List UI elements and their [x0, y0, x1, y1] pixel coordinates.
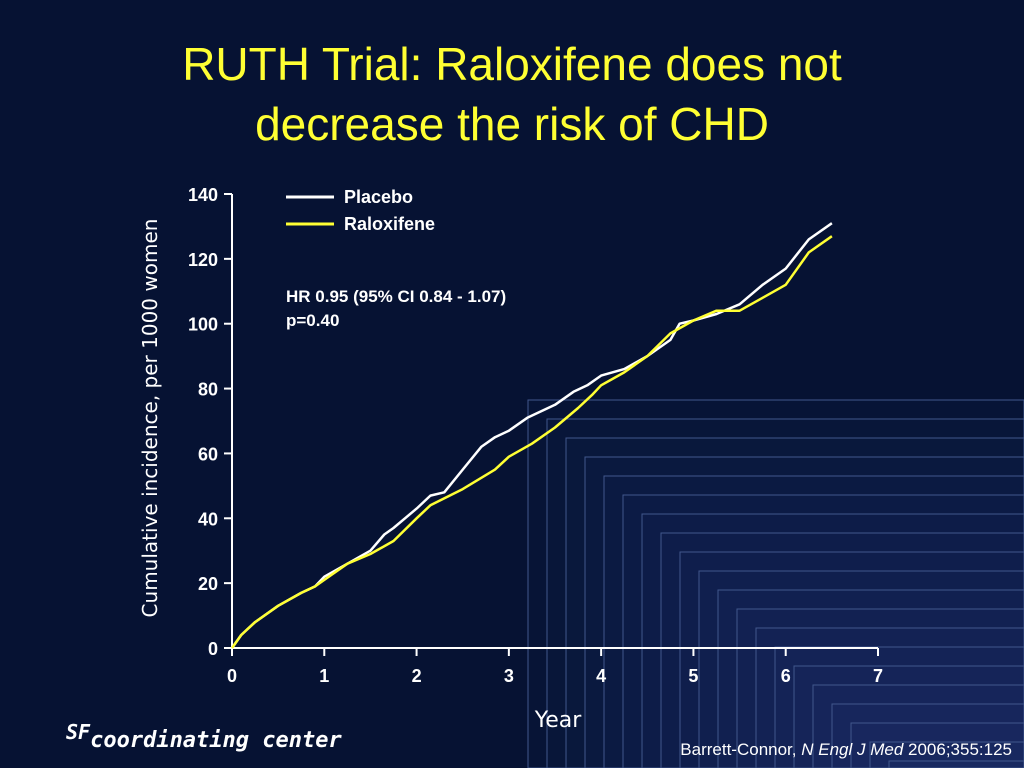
decor-frame [774, 646, 1024, 768]
citation-journal: N Engl J Med [801, 740, 904, 759]
y-tick-label: 60 [198, 444, 218, 464]
y-tick-label: 20 [198, 574, 218, 594]
decor-frame [888, 760, 1024, 768]
annotation-line: HR 0.95 (95% CI 0.84 - 1.07) [286, 287, 506, 306]
x-tick-label: 1 [319, 666, 329, 686]
legend-label-placebo: Placebo [344, 187, 413, 207]
legend-label-raloxifene: Raloxifene [344, 214, 435, 234]
footer-organization: SFcoordinating center [66, 720, 342, 753]
y-tick-label: 80 [198, 380, 218, 400]
decor-frame [660, 532, 1024, 768]
chart-series [230, 222, 833, 649]
footer-text: coordinating center [90, 728, 342, 753]
decor-frame [717, 589, 1024, 768]
x-tick-label: 7 [873, 666, 883, 686]
citation: Barrett-Connor, N Engl J Med 2006;355:12… [680, 740, 1012, 760]
x-tick-label: 2 [412, 666, 422, 686]
x-tick-label: 3 [504, 666, 514, 686]
decor-frame [546, 418, 1024, 768]
y-tick-label: 0 [208, 639, 218, 659]
decor-frame [755, 627, 1024, 768]
y-axis-label: Cumulative incidence, per 1000 women [138, 219, 162, 618]
x-tick-label: 6 [781, 666, 791, 686]
annotation-line: p=0.40 [286, 311, 339, 330]
decor-frame [869, 741, 1024, 768]
series-line-raloxifene [230, 235, 833, 649]
x-axis-label: Year [534, 708, 583, 733]
y-tick-label: 100 [188, 315, 218, 335]
y-tick-label: 120 [188, 250, 218, 270]
decor-frame [698, 570, 1024, 768]
decor-frame [831, 703, 1024, 768]
y-tick-label: 40 [198, 509, 218, 529]
chart-legend: Placebo Raloxifene [286, 187, 435, 234]
citation-ref: 2006;355:125 [903, 740, 1012, 759]
x-tick-label: 5 [688, 666, 698, 686]
y-tick-label: 140 [188, 185, 218, 205]
slide-title-line-2: decrease the risk of CHD [255, 98, 769, 150]
chart-annotation: HR 0.95 (95% CI 0.84 - 1.07) p=0.40 [286, 287, 506, 330]
footer-superscript: SF [66, 720, 91, 744]
x-tick-label: 4 [596, 666, 606, 686]
decor-frame [641, 513, 1024, 768]
slide-title-line-1: RUTH Trial: Raloxifene does not [182, 38, 842, 90]
series-line-placebo [230, 222, 833, 649]
chart-axes: 0 20 40 60 80 100 120 140 0 1 2 3 4 5 6 7 Year Cumulative… [138, 185, 883, 733]
citation-author: Barrett-Connor, [680, 740, 802, 759]
x-tick-label: 0 [227, 666, 237, 686]
decor-frame [527, 399, 1024, 768]
decor-frame [584, 456, 1024, 768]
decor-frame [812, 684, 1024, 768]
decor-frame [603, 475, 1024, 768]
